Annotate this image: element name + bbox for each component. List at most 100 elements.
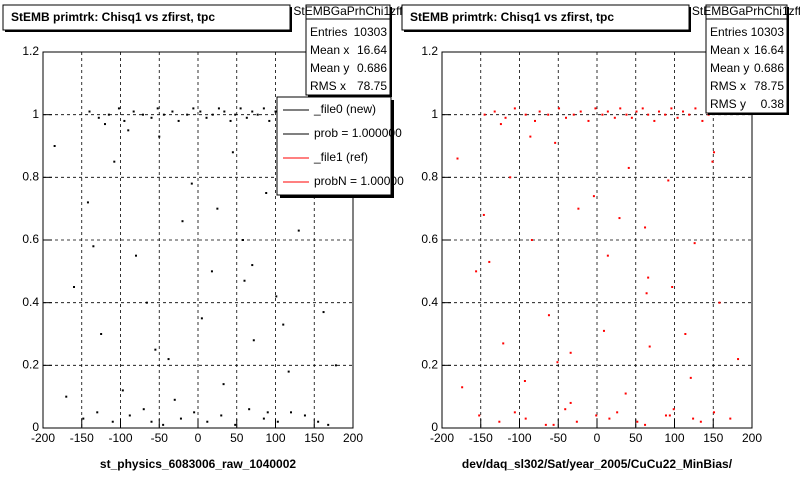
point — [619, 107, 622, 110]
point — [575, 420, 578, 423]
point — [234, 113, 237, 116]
point — [162, 113, 165, 116]
point — [711, 160, 714, 163]
point — [737, 358, 740, 361]
stats-label: RMS y — [710, 97, 746, 111]
point — [504, 116, 507, 119]
point — [216, 207, 219, 210]
point — [179, 417, 182, 420]
point — [554, 141, 557, 144]
point — [317, 420, 320, 423]
point — [592, 195, 595, 198]
point — [150, 116, 153, 119]
point — [483, 113, 486, 116]
plot-frame — [42, 51, 354, 429]
point — [275, 295, 278, 298]
point — [671, 286, 674, 288]
point — [572, 113, 575, 116]
point — [684, 333, 687, 335]
point — [158, 135, 161, 138]
point — [701, 119, 704, 122]
legend-box — [276, 96, 392, 196]
point — [222, 383, 225, 386]
point — [200, 317, 203, 320]
point — [713, 411, 716, 414]
stats-value: 0.686 — [357, 61, 387, 75]
stats-box — [305, 4, 391, 96]
point — [547, 113, 550, 116]
point — [499, 123, 502, 126]
point — [217, 107, 220, 110]
point — [282, 323, 285, 326]
point — [248, 408, 251, 411]
stats-title: StEMBGaPrhChi1zff — [293, 4, 403, 18]
point — [274, 110, 277, 113]
stats-label: Mean y — [310, 61, 349, 75]
point — [290, 411, 292, 414]
point — [608, 417, 611, 420]
point — [552, 423, 555, 426]
point — [488, 260, 491, 263]
stats-label: RMS x — [310, 79, 346, 93]
y-tick-label: 0.4 — [22, 295, 39, 309]
point — [676, 116, 679, 119]
point — [132, 110, 135, 113]
point — [534, 119, 536, 122]
point — [569, 401, 572, 404]
point — [266, 411, 269, 414]
x-tick-label: 0 — [594, 431, 601, 445]
title-box — [401, 4, 690, 31]
point — [482, 213, 485, 216]
point — [647, 113, 650, 116]
point — [107, 113, 110, 116]
stats-label: Mean x — [310, 43, 349, 57]
point — [145, 301, 148, 304]
point — [303, 414, 306, 417]
point — [276, 420, 279, 423]
point — [579, 110, 582, 113]
stats-title: StEMBGaPrhChi1zff — [692, 4, 800, 18]
point — [205, 116, 208, 119]
point — [53, 145, 56, 147]
legend-label: _file0 (new) — [313, 102, 376, 116]
point — [82, 417, 85, 420]
point — [556, 361, 559, 364]
point — [327, 423, 330, 426]
point — [150, 420, 153, 423]
point — [595, 414, 598, 417]
point — [644, 226, 647, 229]
point — [334, 364, 337, 367]
point — [121, 389, 124, 392]
point — [475, 270, 478, 273]
point — [544, 423, 547, 426]
point — [509, 176, 512, 179]
point — [252, 339, 255, 342]
point — [630, 116, 633, 119]
point — [699, 420, 702, 423]
point — [173, 398, 176, 401]
point — [558, 107, 561, 110]
point — [729, 417, 732, 420]
point — [653, 119, 656, 122]
point — [569, 351, 572, 354]
point — [456, 157, 459, 160]
x-tick-label: 100 — [664, 431, 684, 445]
point — [644, 423, 647, 426]
y-tick-label: 1 — [431, 107, 438, 121]
point — [502, 342, 505, 345]
point — [171, 110, 174, 113]
point — [647, 276, 650, 279]
point — [625, 113, 628, 116]
point — [513, 411, 516, 414]
plot-frame — [441, 51, 753, 429]
point — [322, 311, 325, 314]
y-tick-label: 0.8 — [22, 170, 39, 184]
point — [689, 376, 692, 379]
point — [92, 245, 95, 248]
point — [523, 380, 526, 382]
x-tick-label: 200 — [343, 431, 363, 445]
point — [498, 420, 501, 423]
stats-value: 10303 — [354, 25, 388, 39]
point — [613, 116, 616, 119]
point — [648, 345, 651, 348]
